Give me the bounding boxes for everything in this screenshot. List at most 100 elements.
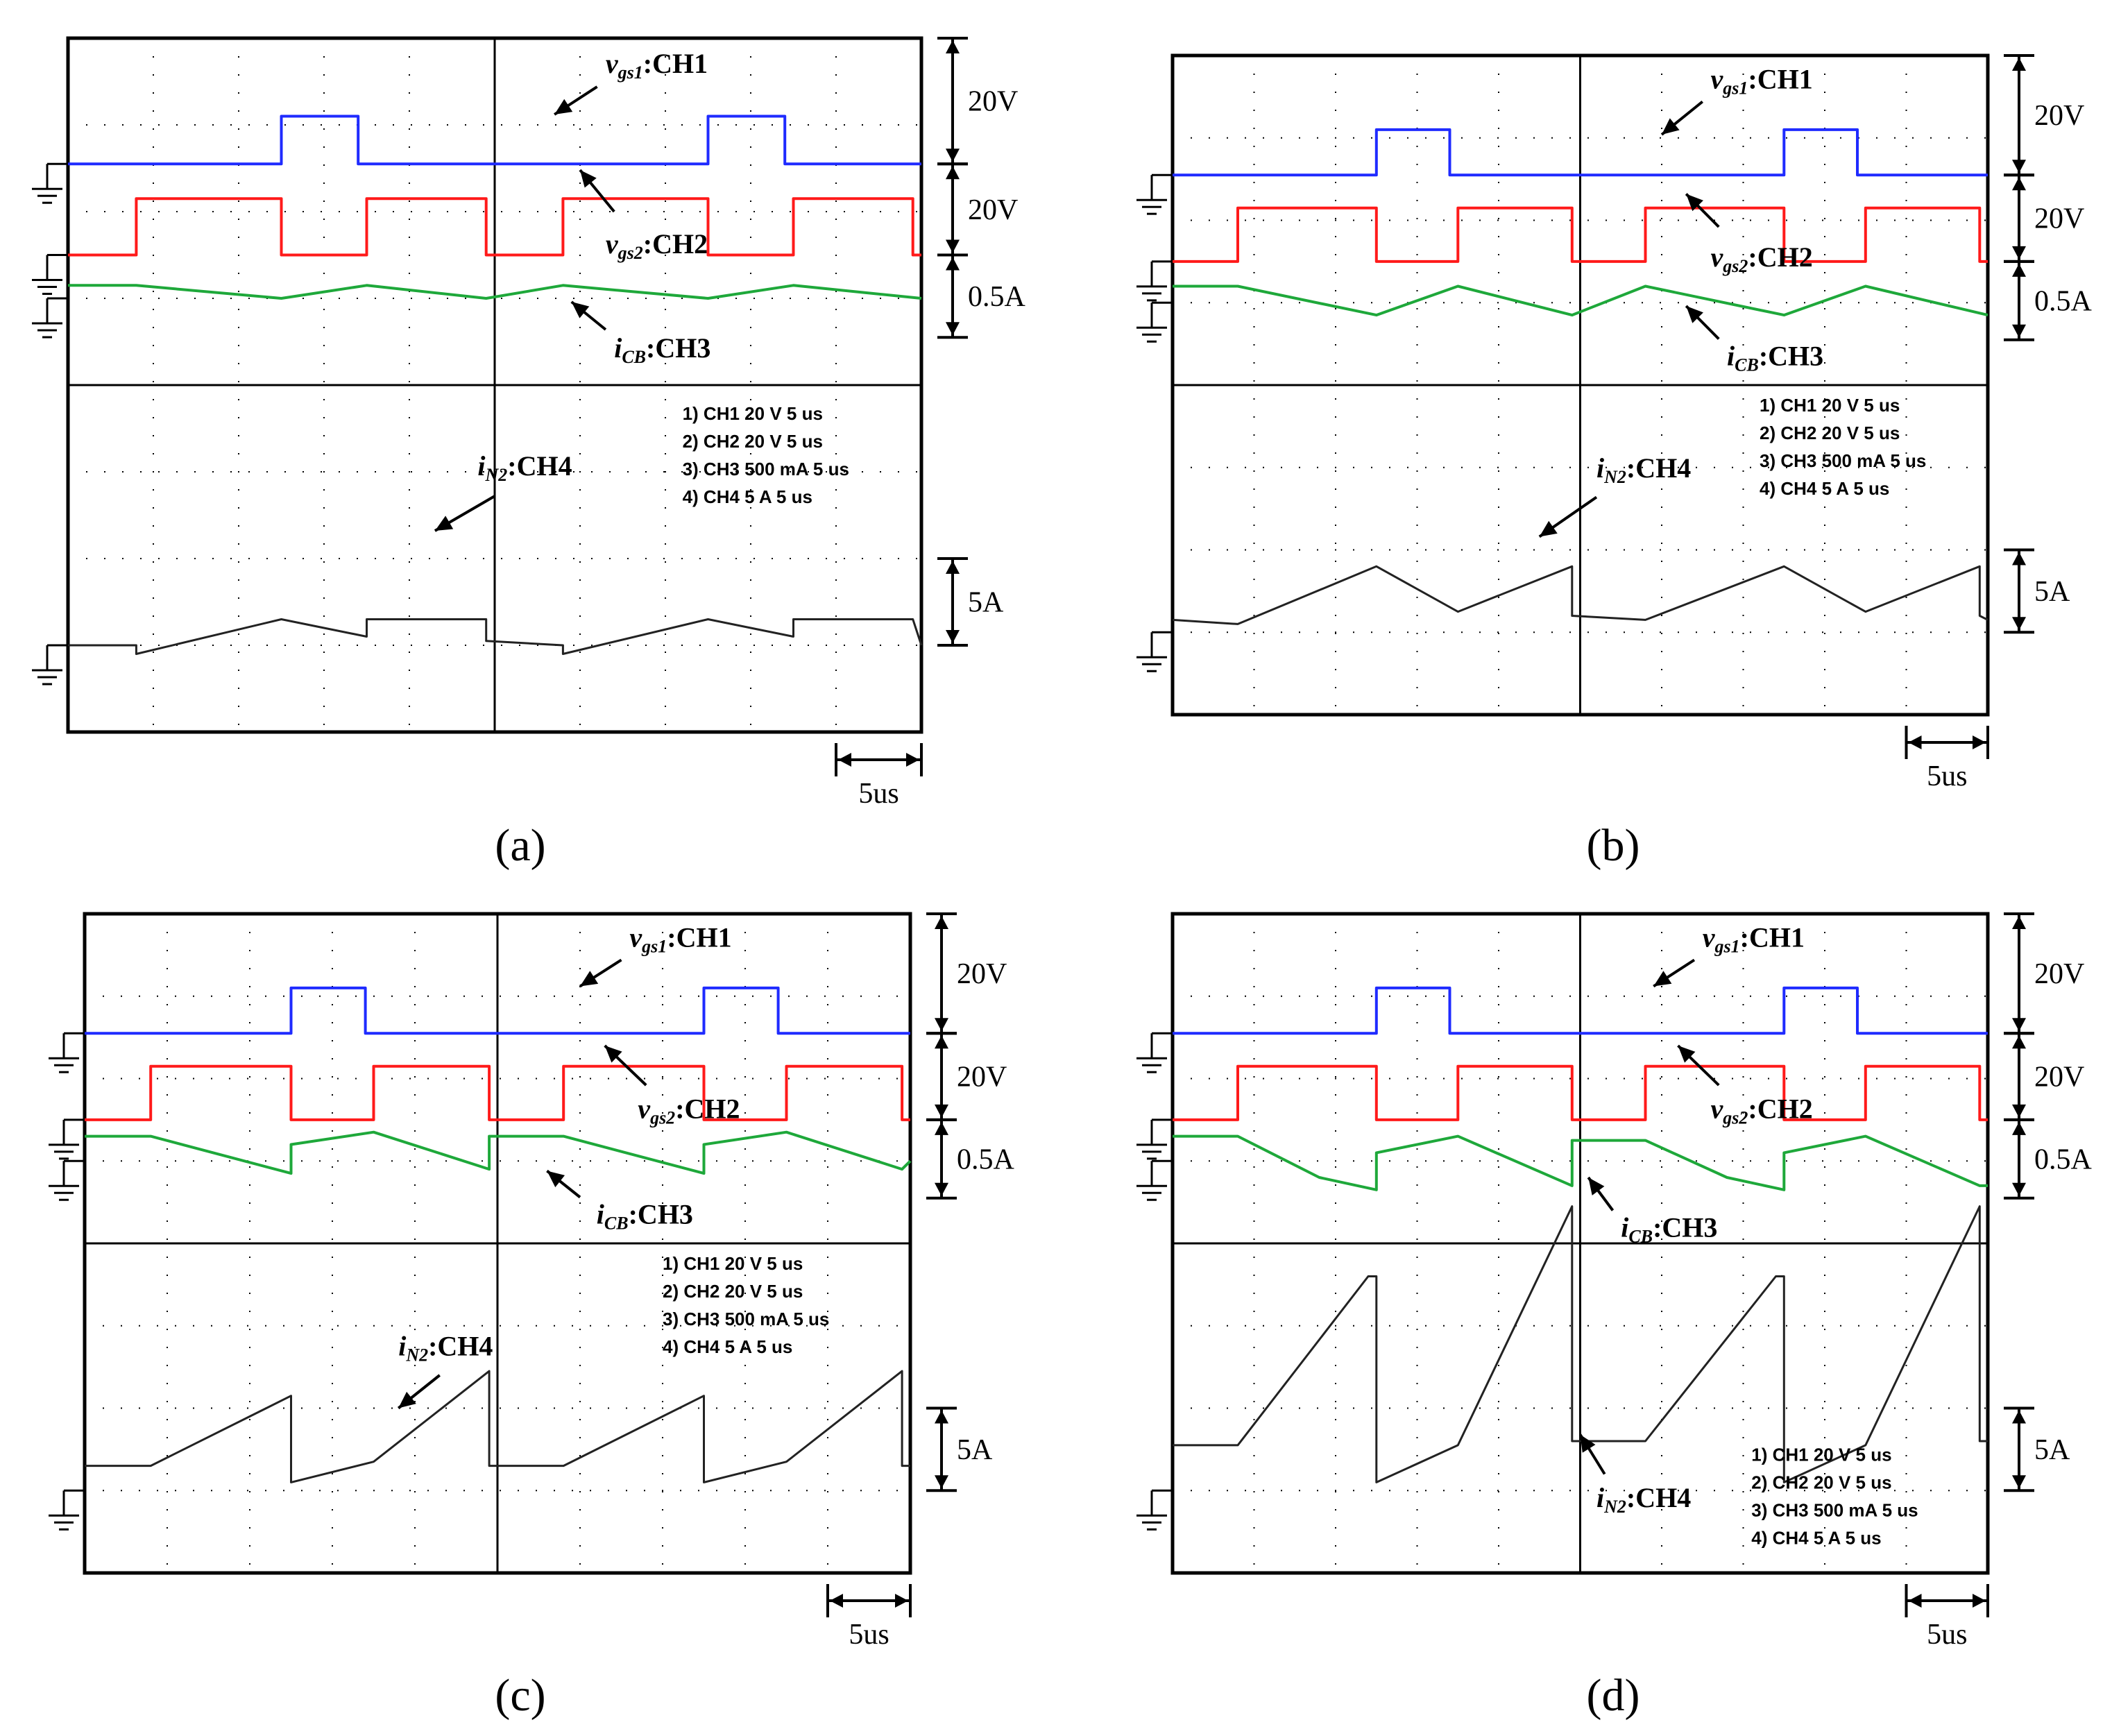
arrow-down-icon	[935, 1475, 948, 1489]
ground-icon	[1136, 1489, 1173, 1531]
scale-bar-label: 5A	[968, 587, 1004, 619]
arrow-head-icon	[571, 302, 590, 318]
grid	[1173, 914, 1988, 1573]
arrow-down-icon	[2012, 1018, 2026, 1032]
scale-bar-ch3: 0.5A	[926, 1118, 1015, 1200]
scale-bar-label: 20V	[2034, 1062, 2084, 1093]
label-var: i	[1596, 1482, 1604, 1513]
waveform-vgs1	[85, 986, 910, 1035]
label-var: i	[597, 1199, 604, 1230]
channel-setting: 3) CH3 500 mA 5 us	[1760, 450, 1926, 471]
channel-setting: 3) CH3 500 mA 5 us	[683, 459, 849, 479]
label-channel: :CH3	[646, 332, 710, 364]
arrow-up-icon	[935, 916, 948, 929]
scale-bar-ch2: 20V	[2004, 173, 2084, 263]
channel-setting: 4) CH4 5 A 5 us	[663, 1336, 792, 1357]
scale-bar-label: 20V	[957, 958, 1007, 990]
arrow-head-icon	[580, 170, 597, 188]
label-vgs2: vgs2:CH2	[606, 228, 708, 263]
arrow-left-icon	[830, 1594, 843, 1608]
label-vgs2: vgs2:CH2	[1711, 1093, 1813, 1128]
label-sub: gs2	[1722, 1108, 1748, 1128]
arrow-up-icon	[946, 257, 960, 271]
scope-frame	[1170, 912, 1990, 1575]
label-iCB: iCB:CH3	[1621, 1212, 1717, 1247]
time-scale-label: 5us	[849, 1619, 889, 1651]
label-sub: gs1	[641, 937, 667, 957]
arrow-down-icon	[946, 148, 960, 162]
arrow-down-icon	[2012, 324, 2026, 338]
scale-bar-label: 5A	[2034, 576, 2070, 608]
label-var: i	[1596, 452, 1604, 484]
label-var: v	[606, 228, 619, 259]
arrow-up-icon	[935, 1410, 948, 1424]
channel-setting: 3) CH3 500 mA 5 us	[1751, 1500, 1918, 1521]
ground-icon	[1136, 173, 1173, 215]
grid	[68, 38, 921, 732]
waveform-vgs1	[1173, 128, 1988, 177]
scale-bar-label: 20V	[968, 194, 1018, 226]
label-sub: CB	[1628, 1227, 1653, 1247]
label-channel: :CH4	[1626, 452, 1691, 484]
label-sub: CB	[604, 1214, 629, 1234]
label-channel: :CH4	[428, 1331, 493, 1362]
arrow-up-icon	[2012, 916, 2026, 929]
label-iCB: iCB:CH3	[614, 332, 710, 367]
arrow-down-icon	[2012, 617, 2026, 631]
scale-bar-ch1: 20V	[926, 912, 1007, 1035]
label-vgs1: vgs1:CH1	[606, 48, 708, 83]
arrow-up-icon	[2012, 177, 2026, 191]
time-scale-label: 5us	[1927, 1619, 1967, 1651]
label-sub: gs1	[1722, 78, 1748, 99]
label-iN2: iN2:CH4	[1596, 452, 1691, 487]
label-channel: :CH2	[675, 1093, 740, 1125]
ground-icon	[49, 1118, 85, 1160]
arrow-down-icon	[2012, 1104, 2026, 1118]
arrow-head-icon	[1686, 194, 1703, 212]
label-var: v	[1711, 1093, 1724, 1125]
ground-icon	[49, 1159, 85, 1201]
label-channel: :CH2	[643, 228, 708, 259]
label-vgs1: vgs1:CH1	[1703, 922, 1805, 957]
label-var: i	[477, 450, 485, 482]
arrow-up-icon	[2012, 1121, 2026, 1135]
waveform-vgs2	[85, 1064, 910, 1121]
arrow-left-icon	[1908, 1594, 1922, 1608]
label-vgs1: vgs1:CH1	[629, 922, 731, 957]
time-scale-label: 5us	[858, 778, 899, 810]
ground-icon	[32, 254, 68, 295]
grid	[1173, 56, 1988, 715]
ground-icon	[1136, 631, 1173, 672]
arrow-down-icon	[2012, 160, 2026, 173]
waveform-iN2	[1173, 1205, 1988, 1483]
waveform-vgs2	[1173, 206, 1988, 263]
scale-bar-ch4: 5A	[937, 557, 1004, 647]
arrow-head-icon	[398, 1391, 416, 1409]
waveform-iN2	[1172, 565, 1988, 625]
label-channel: :CH1	[667, 922, 731, 953]
channel-setting: 2) CH2 20 V 5 us	[1751, 1472, 1891, 1493]
label-channel: :CH2	[1748, 241, 1812, 273]
arrow-down-icon	[2012, 1475, 2026, 1489]
ground-icon	[1136, 260, 1173, 302]
ground-icon	[32, 644, 68, 686]
panel-label: (b)	[1587, 820, 1640, 871]
channel-setting: 4) CH4 5 A 5 us	[1760, 478, 1889, 499]
label-vgs2: vgs2:CH2	[1711, 241, 1813, 276]
arrow-left-icon	[838, 753, 851, 767]
label-sub: N2	[405, 1345, 428, 1365]
arrow-up-icon	[946, 166, 960, 180]
arrow-up-icon	[2012, 552, 2026, 565]
scale-bar-label: 0.5A	[2034, 285, 2093, 317]
scale-bar-ch3: 0.5A	[2004, 259, 2093, 341]
arrow-head-icon	[1539, 520, 1558, 537]
channel-setting: 4) CH4 5 A 5 us	[1751, 1528, 1881, 1549]
ground-icon	[49, 1489, 85, 1531]
label-var: i	[1621, 1212, 1628, 1243]
channel-setting: 1) CH1 20 V 5 us	[1760, 395, 1900, 416]
waveform-iN2	[85, 1370, 910, 1483]
ground-icon	[1136, 301, 1173, 343]
scale-bar-label: 0.5A	[2034, 1143, 2093, 1175]
